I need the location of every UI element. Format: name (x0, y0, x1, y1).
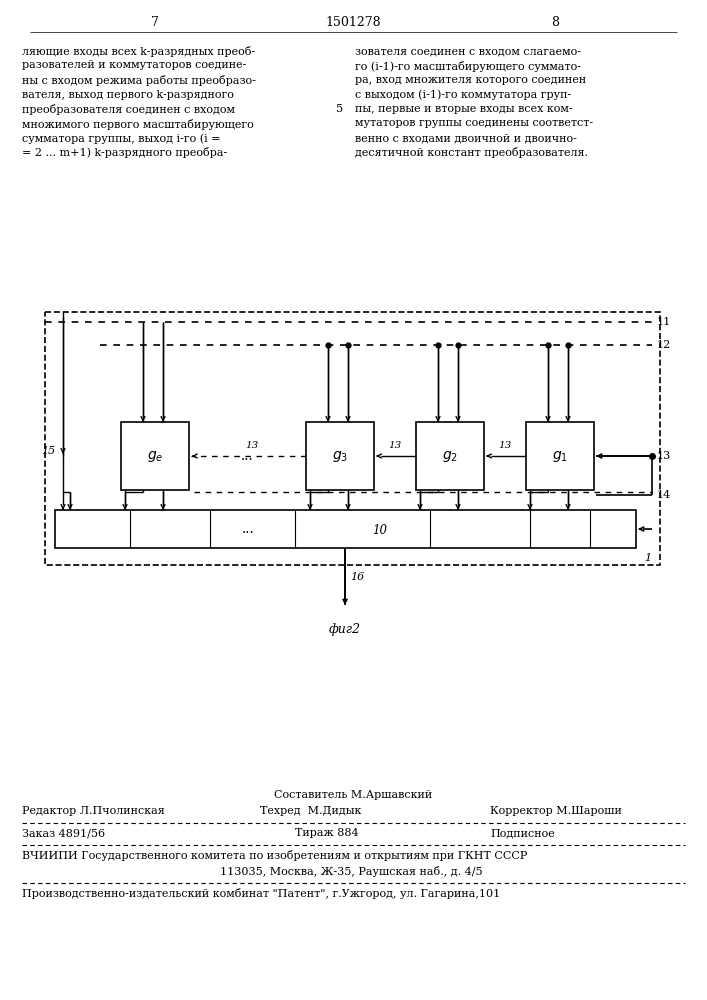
Text: мутаторов группы соединены соответст-: мутаторов группы соединены соответст- (355, 118, 593, 128)
Bar (45, 312, 660, 565)
Text: 12: 12 (657, 340, 671, 350)
Text: 16: 16 (350, 572, 364, 582)
Text: $g_1$: $g_1$ (552, 448, 568, 464)
Text: пы, первые и вторые входы всех ком-: пы, первые и вторые входы всех ком- (355, 104, 573, 114)
Text: 11: 11 (657, 317, 671, 327)
Text: 113035, Москва, Ж-35, Раушская наб., д. 4/5: 113035, Москва, Ж-35, Раушская наб., д. … (220, 866, 483, 877)
Text: Составитель М.Аршавский: Составитель М.Аршавский (274, 790, 432, 800)
Text: вателя, выход первого k-разрядного: вателя, выход первого k-разрядного (22, 90, 234, 100)
Text: Заказ 4891/56: Заказ 4891/56 (22, 828, 105, 838)
Bar (306, 422, 374, 490)
Text: Корректор М.Шароши: Корректор М.Шароши (490, 806, 622, 816)
Text: Тираж 884: Тираж 884 (295, 828, 358, 838)
Text: десятичной констант преобразователя.: десятичной констант преобразователя. (355, 147, 588, 158)
Text: преобразователя соединен с входом: преобразователя соединен с входом (22, 104, 235, 115)
Text: сумматора группы, выход i-го (i =: сумматора группы, выход i-го (i = (22, 133, 221, 144)
Text: = 2 ... m+1) k-разрядного преобра-: = 2 ... m+1) k-разрядного преобра- (22, 147, 227, 158)
Text: ляющие входы всех k-разрядных преоб-: ляющие входы всех k-разрядных преоб- (22, 46, 255, 57)
Text: ...: ... (242, 522, 255, 536)
Text: венно с входами двоичной и двоично-: венно с входами двоичной и двоично- (355, 133, 577, 143)
Text: 7: 7 (151, 15, 159, 28)
Text: 13: 13 (245, 442, 259, 450)
Text: зователя соединен с входом слагаемо-: зователя соединен с входом слагаемо- (355, 46, 581, 56)
Text: фиг2: фиг2 (329, 623, 361, 636)
Text: ны с входом режима работы преобразо-: ны с входом режима работы преобразо- (22, 75, 256, 86)
Bar (55, 510, 636, 548)
Text: Редактор Л.Пчолинская: Редактор Л.Пчолинская (22, 806, 165, 816)
Text: 1: 1 (644, 553, 651, 563)
Text: 10: 10 (373, 524, 387, 536)
Text: Производственно-издательский комбинат "Патент", г.Ужгород, ул. Гагарина,101: Производственно-издательский комбинат "П… (22, 888, 501, 899)
Text: 15: 15 (41, 446, 55, 456)
Bar (526, 422, 594, 490)
Text: $g_2$: $g_2$ (442, 448, 458, 464)
Text: 14: 14 (657, 490, 671, 500)
Text: ...: ... (240, 449, 253, 463)
Text: 13: 13 (388, 442, 402, 450)
Text: Подписное: Подписное (490, 828, 555, 838)
Text: множимого первого масштабирующего: множимого первого масштабирующего (22, 118, 254, 129)
Text: 13: 13 (498, 442, 512, 450)
Text: ра, вход множителя которого соединен: ра, вход множителя которого соединен (355, 75, 586, 85)
Text: 13: 13 (657, 451, 671, 461)
Bar (416, 422, 484, 490)
Text: 1501278: 1501278 (325, 15, 381, 28)
Text: разователей и коммутаторов соедине-: разователей и коммутаторов соедине- (22, 60, 246, 70)
Text: Техред  М.Дидык: Техред М.Дидык (260, 806, 361, 816)
Text: го (i-1)-го масштабирующего суммато-: го (i-1)-го масштабирующего суммато- (355, 60, 581, 72)
Text: с выходом (i-1)-го коммутатора груп-: с выходом (i-1)-го коммутатора груп- (355, 90, 571, 100)
Text: 5: 5 (337, 104, 344, 114)
Bar (121, 422, 189, 490)
Text: 8: 8 (551, 15, 559, 28)
Text: $g_e$: $g_e$ (147, 448, 163, 464)
Text: $g_3$: $g_3$ (332, 448, 348, 464)
Text: ВЧИИПИ Государственного комитета по изобретениям и открытиям при ГКНТ СССР: ВЧИИПИ Государственного комитета по изоб… (22, 850, 527, 861)
